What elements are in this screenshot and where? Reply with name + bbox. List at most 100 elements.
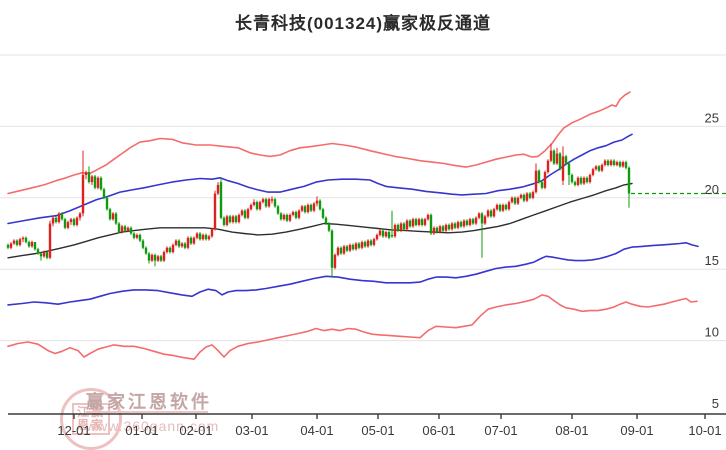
candle-down <box>513 197 517 204</box>
candle-down <box>447 224 451 230</box>
x-tick-label: 02-01 <box>179 423 212 438</box>
candle-up <box>126 227 130 231</box>
candle-down <box>435 227 439 233</box>
candle-up <box>411 219 415 227</box>
candle-up <box>225 216 229 225</box>
candle-down <box>36 249 40 254</box>
page-title: 长青科技(001324)赢家极反通道 <box>234 14 492 33</box>
candle-down <box>141 240 145 248</box>
candle-up <box>267 199 271 207</box>
candle-up <box>399 223 403 231</box>
candle-up <box>258 202 262 210</box>
candle-down <box>387 232 391 238</box>
candle-down <box>459 222 463 227</box>
candle-up <box>57 213 61 223</box>
candle-down <box>39 253 43 257</box>
candle-up <box>162 252 166 261</box>
candle-up <box>543 172 547 188</box>
candle-up <box>531 192 535 198</box>
candle-up <box>342 246 346 254</box>
watermark-seal-box: 江赢 恩家 <box>71 403 110 435</box>
candle-down <box>276 206 280 214</box>
candle-up <box>405 220 409 230</box>
candle-down <box>285 214 289 221</box>
candle-down <box>390 234 394 237</box>
candle-up <box>42 252 46 257</box>
y-tick-label: 25 <box>705 110 719 125</box>
candle-up <box>378 230 382 235</box>
candle-down <box>420 219 424 225</box>
candle-up <box>483 216 487 224</box>
candle-up <box>468 219 472 225</box>
y-tick-label: 5 <box>712 396 719 411</box>
candle-down <box>585 177 589 183</box>
candle-up <box>507 202 511 210</box>
candle-down <box>402 223 406 230</box>
candle-down <box>45 252 49 258</box>
candle-up <box>600 164 604 171</box>
candle-up <box>591 169 595 175</box>
candle-down <box>153 254 157 261</box>
candle-up <box>582 177 586 184</box>
y-tick-label: 15 <box>705 253 719 268</box>
candle-up <box>30 242 34 247</box>
candle-down <box>24 237 28 243</box>
candle-down <box>528 193 532 198</box>
candle-up <box>603 160 607 165</box>
candle-down <box>168 247 172 253</box>
candle-down <box>99 177 103 190</box>
x-tick-label: 12-01 <box>57 423 90 438</box>
candle-up <box>450 223 454 230</box>
candle-up <box>111 213 115 220</box>
candle-down <box>321 209 325 218</box>
candle-up <box>75 217 79 225</box>
candle-up <box>594 166 598 170</box>
candle-up <box>78 213 82 218</box>
candle-up <box>555 153 559 164</box>
candle-up <box>165 247 169 253</box>
candle-up <box>300 206 304 211</box>
candle-down <box>63 219 67 228</box>
candle-down <box>498 204 502 211</box>
candle-down <box>219 182 223 218</box>
candle-down <box>627 167 631 194</box>
candle-up <box>210 229 214 237</box>
candle-down <box>177 240 181 247</box>
x-tick-label: 06-01 <box>422 423 455 438</box>
upper-channel-red <box>7 91 631 195</box>
candle-up <box>525 193 529 201</box>
candle-up <box>534 170 538 193</box>
candle-up <box>417 219 421 225</box>
candle-up <box>432 227 436 234</box>
candle-down <box>552 150 556 164</box>
candle-down <box>159 256 163 261</box>
candle-down <box>453 223 457 228</box>
candle-down <box>147 253 151 261</box>
y-tick-label: 20 <box>705 182 719 197</box>
candle-down <box>138 234 142 241</box>
candle-down <box>198 233 202 240</box>
candle-down <box>357 243 361 248</box>
candle-up <box>549 150 553 161</box>
candle-down <box>522 194 526 201</box>
candle-down <box>327 223 331 231</box>
candle-up <box>348 244 352 251</box>
candle-up <box>69 219 73 223</box>
candle-down <box>624 162 628 168</box>
candle-up <box>195 233 199 238</box>
candle-up <box>462 220 466 227</box>
candle-up <box>456 222 460 228</box>
candle-up <box>360 242 364 248</box>
candle-up <box>621 162 625 167</box>
candle-down <box>465 220 469 225</box>
candle-up <box>156 256 160 261</box>
candle-up <box>288 214 292 221</box>
candle-up <box>576 177 580 185</box>
candle-down <box>93 176 97 188</box>
candle-down <box>234 216 238 223</box>
candle-up <box>261 199 265 203</box>
candle-up <box>438 226 442 233</box>
candle-up <box>510 197 514 203</box>
candle-down <box>504 204 508 210</box>
